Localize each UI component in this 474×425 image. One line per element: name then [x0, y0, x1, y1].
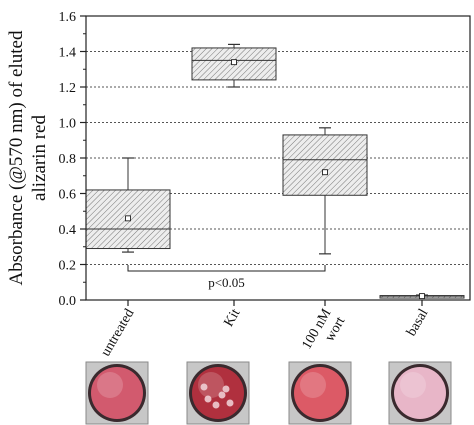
well-0-stain [91, 367, 143, 419]
y-tick-label-1: 0.2 [59, 259, 77, 274]
well-1-spot-5 [218, 391, 226, 399]
well-1-spot-3 [226, 399, 234, 407]
significance-bracket [127, 265, 326, 272]
box-1-mean [231, 59, 237, 66]
well-1-highlight [198, 372, 224, 398]
box-2-mean [322, 169, 328, 176]
labels: Absorbance (@570 nm) of eluted alizarin … [6, 30, 50, 285]
well-image-0 [85, 361, 149, 425]
y-tick-label-5: 1.0 [59, 117, 77, 132]
well-1-spot-2 [212, 401, 220, 409]
well-3-stain [394, 367, 446, 419]
y-tick-label-8: 1.6 [59, 10, 77, 25]
well-1-spot-0 [204, 395, 212, 403]
well-0-highlight [97, 372, 123, 398]
x-tick-label-1-line-0: Kit [222, 306, 244, 329]
box-2 [282, 127, 368, 255]
well-1-spot-4 [200, 383, 208, 391]
y-tick-label-4: 0.8 [59, 152, 77, 167]
well-2-stain [294, 367, 346, 419]
x-tick-label-0: untreated [98, 307, 137, 360]
well-3-highlight [400, 372, 426, 398]
boxes [85, 43, 465, 300]
well-image-3 [388, 361, 452, 425]
well-1-spot-1 [222, 385, 230, 393]
x-tick-label-0-line-0: untreated [98, 307, 137, 360]
y-axis-label-line2: alizarin red [29, 115, 50, 201]
y-tick-label-0: 0.0 [59, 294, 77, 309]
significance-label: p<0.05 [208, 275, 245, 290]
significance-annotation: p<0.05 [127, 265, 326, 290]
x-tick-label-1: Kit [222, 306, 244, 329]
well-2-highlight [300, 372, 326, 398]
box-0-mean [125, 215, 131, 222]
box-3 [379, 293, 465, 300]
box-1 [191, 43, 277, 88]
well-image-1 [186, 361, 250, 425]
box-3-mean [419, 293, 425, 300]
x-tick-label-3: basal [404, 306, 431, 339]
x-tick-label-3-line-0: basal [404, 306, 431, 339]
well-image-2 [288, 361, 352, 425]
y-tick-label-2: 0.4 [59, 223, 77, 238]
y-tick-label-7: 1.4 [59, 46, 77, 61]
box-2-iqr [282, 134, 368, 196]
y-axis-label-line1: Absorbance (@570 nm) of eluted [6, 30, 27, 285]
well-images [85, 361, 452, 425]
box-0 [85, 157, 171, 253]
y-tick-label-6: 1.2 [59, 81, 77, 96]
y-tick-label-3: 0.6 [59, 188, 77, 203]
